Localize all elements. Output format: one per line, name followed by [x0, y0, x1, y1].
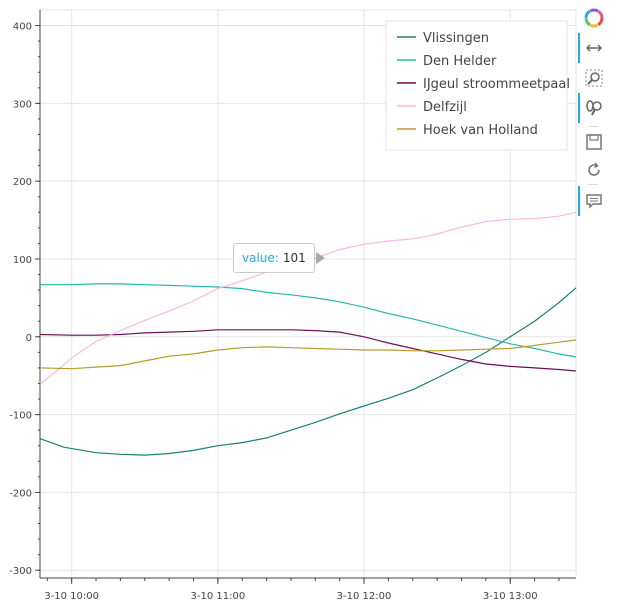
toolbar-separator: [588, 184, 598, 185]
legend[interactable]: Vlissingen Den Helder IJgeul stroommeetpaa…: [385, 20, 570, 151]
axes: -300 -200 -100 0 100 200 300 400 3-10 10:00 3-10 …: [9, 10, 576, 602]
y-tick-label: -300: [9, 566, 32, 577]
y-tick-label: -200: [9, 488, 32, 499]
legend-label: Vlissingen: [423, 31, 489, 46]
y-tick-label: 300: [13, 99, 32, 110]
tooltip-key: value:: [242, 251, 279, 265]
toolbar: [578, 6, 610, 216]
hover-tooltip: value: 101: [233, 243, 325, 273]
x-tick-label: 3-10 12:00: [337, 591, 392, 602]
wheel-zoom-active-indicator: [578, 93, 580, 123]
box-zoom-icon[interactable]: [582, 66, 606, 90]
legend-label: IJgeul stroommeetpaal: [423, 77, 570, 92]
legend-box: [385, 20, 568, 151]
tooltip-value: 101: [282, 251, 306, 265]
legend-label: Hoek van Holland: [423, 123, 538, 138]
toolbar-separator: [588, 126, 598, 127]
x-tick-label: 3-10 13:00: [483, 591, 538, 602]
series-line-hoek-van-holland: [39, 339, 577, 370]
pan-active-indicator: [578, 33, 580, 63]
x-tick-label: 3-10 10:00: [44, 591, 99, 602]
series-line-den-helder: [40, 283, 577, 358]
reset-icon[interactable]: [582, 158, 606, 182]
hover-icon[interactable]: [582, 189, 606, 213]
y-tick-label: 0: [26, 333, 32, 344]
hover-active-indicator: [578, 186, 580, 216]
legend-label: Delfzijl: [423, 100, 467, 115]
y-tick-label: 100: [13, 255, 32, 266]
series-line-ijgeul-stroommeetpaal: [39, 329, 577, 372]
x-tick-label: 3-10 11:00: [191, 591, 246, 602]
y-tick-label: -100: [9, 411, 32, 422]
tooltip-pointer: [315, 252, 325, 264]
save-icon[interactable]: [582, 130, 606, 154]
wheel-zoom-icon[interactable]: [582, 96, 606, 120]
y-tick-label: 400: [13, 22, 32, 33]
pan-icon[interactable]: [582, 36, 606, 60]
legend-label: Den Helder: [423, 54, 497, 69]
bokeh-logo-icon[interactable]: [582, 6, 606, 30]
y-tick-label: 200: [13, 177, 32, 188]
series-line-vlissingen: [39, 287, 577, 456]
